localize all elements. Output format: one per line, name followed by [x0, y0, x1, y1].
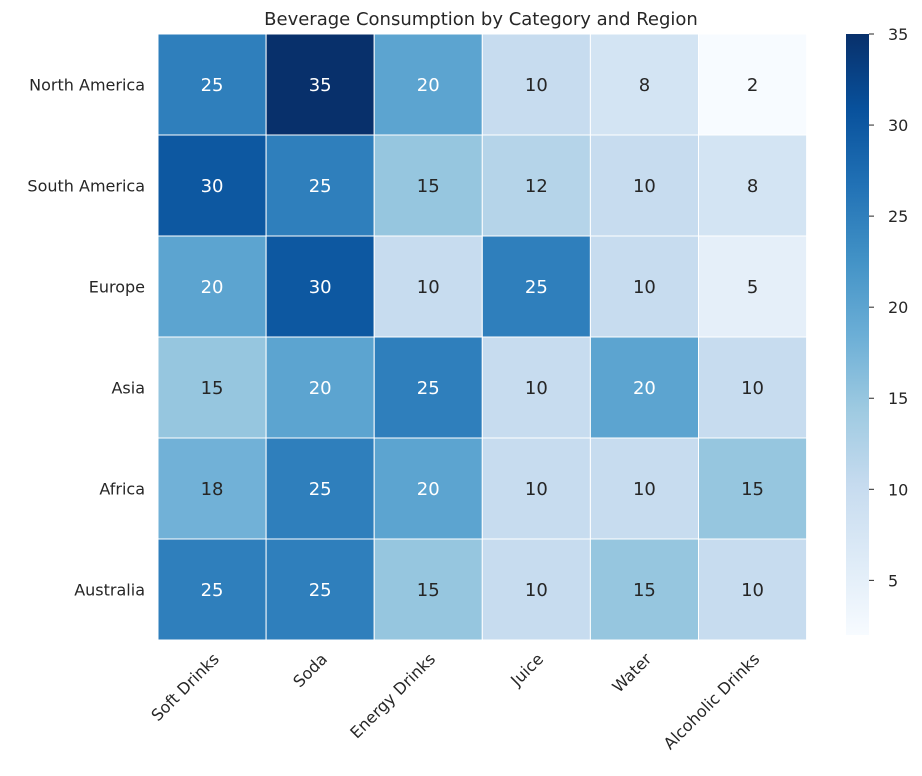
row-label: North America	[29, 76, 145, 95]
heatmap-cell	[265, 336, 375, 439]
cell-value-label: 15	[417, 176, 440, 197]
cell-value-label: 25	[525, 277, 548, 298]
heatmap-cells: 25 35 20 10 8 2 30 25 15 12 10 8 20 30 10 25 10 5 15 20 25 10…	[157, 33, 808, 641]
cell-value-label: 25	[309, 176, 332, 197]
colorbar-tick-label: 5	[888, 571, 898, 590]
cell-value-label: 10	[525, 75, 548, 96]
column-label: Soft Drinks	[147, 649, 222, 724]
row-labels: North America South America Europe Asia Afri…	[27, 76, 145, 600]
row-label: South America	[27, 177, 145, 196]
cell-value-label: 35	[309, 75, 332, 96]
heatmap-cell	[481, 134, 591, 237]
cell-value-label: 5	[747, 277, 758, 298]
cell-value-label: 10	[525, 479, 548, 500]
heatmap-cell	[698, 33, 808, 136]
column-label: Water	[608, 649, 655, 696]
heatmap-cell	[157, 336, 267, 439]
colorbar-ticks: 5 10 15 20 25 30 35	[869, 25, 908, 590]
heatmap-cell	[265, 134, 375, 237]
heatmap-cell	[157, 538, 267, 641]
cell-value-label: 10	[633, 176, 656, 197]
column-label: Energy Drinks	[346, 649, 439, 742]
row-label: Asia	[111, 379, 145, 398]
heatmap-cell	[589, 437, 700, 540]
column-label: Soda	[289, 649, 331, 691]
heatmap-cell	[698, 336, 808, 439]
heatmap-cell	[481, 235, 591, 338]
heatmap-cell	[265, 33, 375, 136]
cell-value-label: 20	[309, 378, 332, 399]
colorbar	[846, 34, 869, 635]
column-labels: Soft Drinks Soda Energy Drinks Juice Water Al…	[147, 649, 763, 753]
heatmap-cell	[157, 437, 267, 540]
heatmap-cell	[698, 437, 808, 540]
heatmap-cell	[698, 235, 808, 338]
cell-value-label: 10	[741, 580, 764, 601]
column-label: Juice	[506, 649, 547, 690]
colorbar-tick-label: 30	[888, 116, 908, 135]
heatmap-cell	[373, 33, 483, 136]
cell-value-label: 20	[201, 277, 224, 298]
cell-value-label: 10	[525, 378, 548, 399]
heatmap-cell	[481, 33, 591, 136]
cell-value-label: 10	[633, 277, 656, 298]
heatmap-cell	[698, 134, 808, 237]
heatmap-cell	[373, 437, 483, 540]
heatmap-cell	[157, 235, 267, 338]
colorbar-tick-label: 15	[888, 389, 908, 408]
cell-value-label: 2	[747, 75, 758, 96]
row-label: Africa	[99, 480, 145, 499]
cell-value-label: 30	[309, 277, 332, 298]
cell-value-label: 20	[417, 75, 440, 96]
cell-value-label: 12	[525, 176, 548, 197]
row-label: Europe	[89, 278, 145, 297]
colorbar-tick-label: 10	[888, 480, 908, 499]
cell-value-label: 20	[417, 479, 440, 500]
cell-value-label: 25	[309, 479, 332, 500]
cell-value-label: 30	[201, 176, 224, 197]
heatmap-cell	[589, 235, 700, 338]
heatmap-cell	[589, 538, 700, 641]
cell-value-label: 25	[417, 378, 440, 399]
cell-value-label: 18	[201, 479, 224, 500]
heatmap-cell	[589, 33, 700, 136]
cell-value-label: 25	[201, 75, 224, 96]
colorbar-tick-label: 35	[888, 25, 908, 44]
row-label: Australia	[74, 581, 145, 600]
heatmap-cell	[481, 336, 591, 439]
heatmap-cell	[589, 336, 700, 439]
heatmap-cell	[481, 437, 591, 540]
chart-title: Beverage Consumption by Category and Reg…	[264, 9, 698, 30]
cell-value-label: 8	[747, 176, 758, 197]
colorbar-tick-label: 25	[888, 207, 908, 226]
cell-value-label: 10	[741, 378, 764, 399]
cell-value-label: 15	[417, 580, 440, 601]
cell-value-label: 8	[639, 75, 650, 96]
cell-value-label: 10	[525, 580, 548, 601]
heatmap-cell	[373, 235, 483, 338]
heatmap-cell	[265, 235, 375, 338]
cell-value-label: 15	[633, 580, 656, 601]
cell-value-label: 20	[633, 378, 656, 399]
cell-value-label: 25	[309, 580, 332, 601]
cell-value-label: 10	[417, 277, 440, 298]
column-label: Alcoholic Drinks	[660, 649, 764, 753]
heatmap-cell	[698, 538, 808, 641]
heatmap-cell	[373, 336, 483, 439]
heatmap-cell	[157, 33, 267, 136]
cell-value-label: 25	[201, 580, 224, 601]
cell-value-label: 15	[201, 378, 224, 399]
cell-value-label: 10	[633, 479, 656, 500]
colorbar-tick-label: 20	[888, 298, 908, 317]
heatmap-cell	[481, 538, 591, 641]
cell-value-label: 15	[741, 479, 764, 500]
